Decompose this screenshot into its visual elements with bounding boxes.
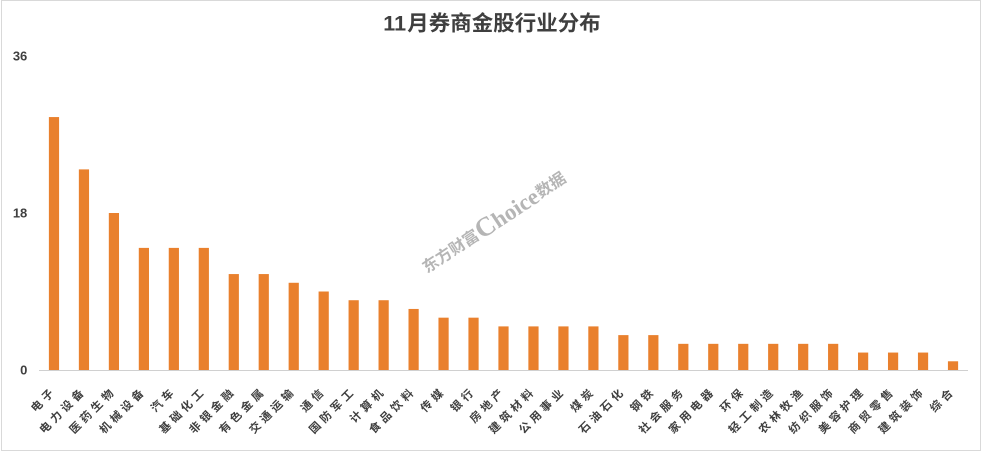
svg-text:0: 0	[20, 363, 27, 378]
svg-text:11: 11	[383, 12, 406, 36]
svg-text:18: 18	[13, 206, 27, 221]
svg-text:36: 36	[13, 49, 27, 64]
